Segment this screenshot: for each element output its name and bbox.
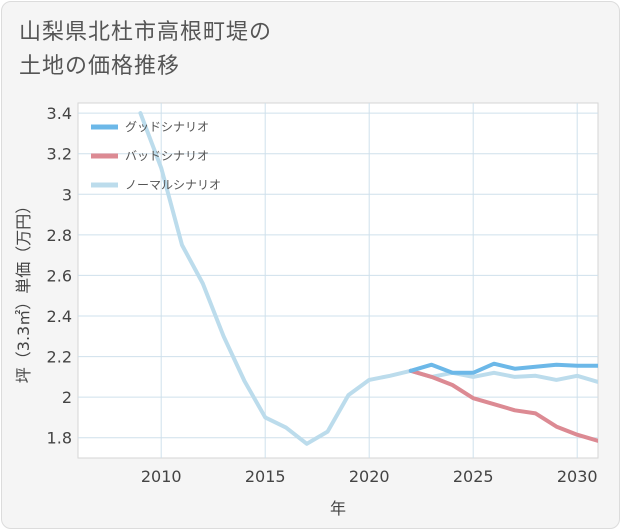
y-axis-label: 坪（3.3㎡）単価（万円） (14, 198, 33, 383)
title-line-2: 土地の価格推移 (19, 54, 181, 79)
series-line-0 (408, 361, 598, 375)
tick-labels: 1.8 2 2.2 2.4 2.6 2.8 3 3.2 3.4 2010 2015 2020 2025 2… (47, 104, 598, 486)
y-tick-label: 3.2 (47, 145, 72, 164)
x-tick-label: 2030 (557, 467, 598, 486)
gridlines (78, 103, 598, 458)
y-tick-label: 2.8 (47, 226, 72, 245)
y-tick-label: 3.4 (47, 104, 72, 123)
legend-label: グッドシナリオ (125, 120, 209, 134)
y-tick-label: 1.8 (47, 429, 72, 448)
series-line-2 (138, 111, 598, 446)
y-tick-label: 2 (62, 388, 72, 407)
x-tick-label: 2020 (349, 467, 390, 486)
title-line-1: 山梨県北杜市高根町堤の (19, 20, 273, 45)
y-tick-label: 3 (62, 185, 72, 204)
x-tick-label: 2025 (453, 467, 494, 486)
x-tick-label: 2015 (245, 467, 286, 486)
y-tick-label: 2.2 (47, 348, 72, 367)
x-axis-label: 年 (330, 499, 346, 518)
series-lines (138, 111, 598, 446)
plot-area (77, 102, 599, 459)
legend-label: バッドシナリオ (125, 149, 209, 163)
legend-label: ノーマルシナリオ (125, 178, 221, 192)
chart-title: 山梨県北杜市高根町堤の 土地の価格推移 (19, 16, 272, 84)
y-tick-label: 2.6 (47, 266, 72, 285)
y-tick-label: 2.4 (47, 307, 72, 326)
series-line-1 (408, 368, 598, 443)
x-tick-label: 2010 (141, 467, 182, 486)
